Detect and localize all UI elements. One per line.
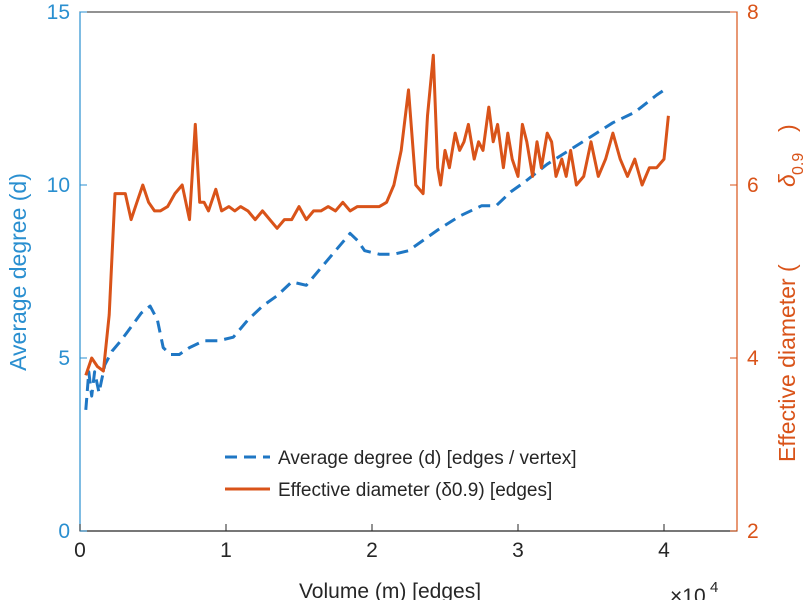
x-axis-label: Volume (m) [edges] [299,580,481,600]
left-axis-label: Average degree (d) [5,173,31,371]
svg-text:): ) [774,124,800,132]
x-exponent-prefix: ×10 [670,585,706,600]
right-tick-label: 8 [747,1,759,24]
left-tick-label: 10 [47,174,70,197]
series-line-effective-diameter [84,53,670,376]
legend: Average degree (d) [edges / vertex] Effe… [225,448,577,501]
series-line-average-degree [84,86,668,411]
legend-label-effective-diameter: Effective diameter (δ0.9) [edges] [278,480,552,501]
x-tick-label: 2 [366,539,378,562]
x-tick-label: 4 [658,539,670,562]
left-tick-label: 15 [47,1,70,24]
right-tick-label: 2 [747,520,759,543]
x-exponent-power: 4 [710,579,718,596]
right-tick-label: 4 [747,347,759,370]
right-tick-label: 6 [747,174,759,197]
left-tick-label: 5 [58,347,70,370]
svg-text:δ: δ [774,174,800,187]
legend-label-average-degree: Average degree (d) [edges / vertex] [278,448,577,469]
x-tick-label: 3 [512,539,524,562]
right-axis-label: Effective diameter ( δ 0.9 ) [774,124,807,462]
x-tick-label: 1 [220,539,232,562]
x-tick-label: 0 [74,539,86,562]
left-tick-label: 0 [58,520,70,543]
svg-text:0.9: 0.9 [790,153,807,175]
svg-text:Effective diameter (: Effective diameter ( [774,264,800,462]
